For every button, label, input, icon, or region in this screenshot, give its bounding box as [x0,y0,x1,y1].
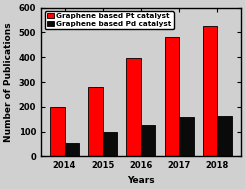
Bar [165,37,179,156]
Bar [64,143,79,156]
Bar [217,116,232,156]
Legend: Graphene based Pt catalyst, Graphene based Pd catalyst: Graphene based Pt catalyst, Graphene bas… [45,11,173,29]
Bar [141,125,155,156]
Bar [203,26,217,156]
Bar [126,58,141,156]
X-axis label: Years: Years [127,176,155,185]
Bar [103,132,117,156]
Bar [50,107,64,156]
Y-axis label: Number of Publications: Number of Publications [4,22,13,142]
Bar [179,117,194,156]
Bar [88,87,103,156]
